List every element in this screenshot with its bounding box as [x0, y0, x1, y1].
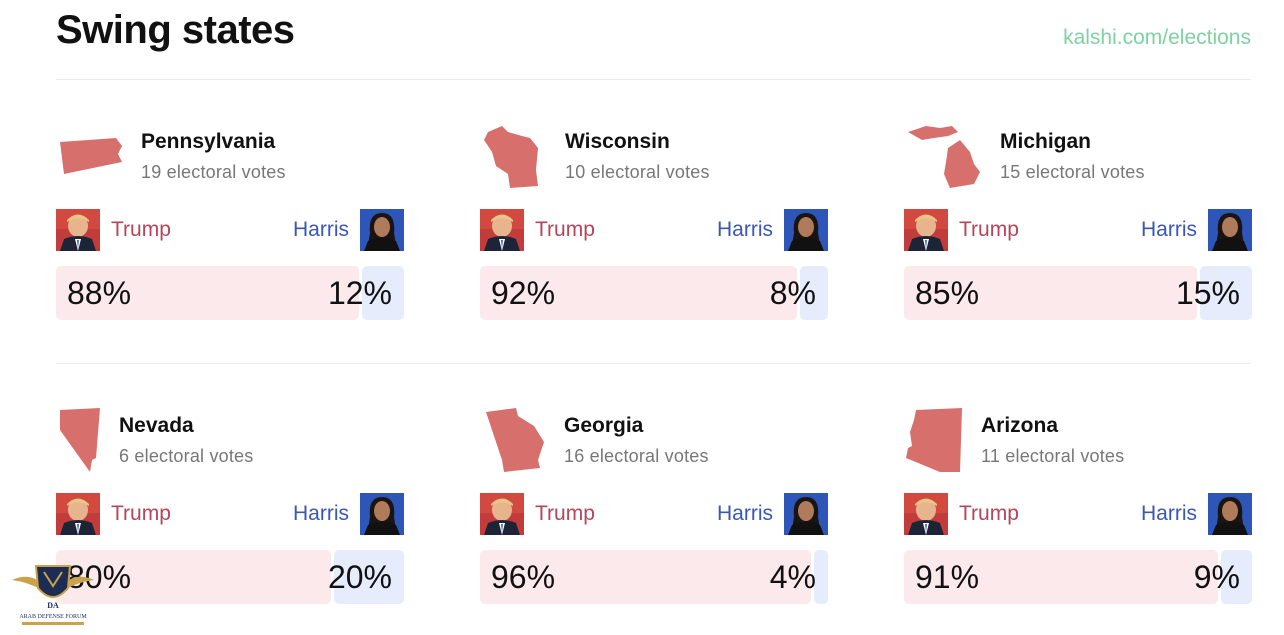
odds-bar[interactable]: 91% 9%: [904, 550, 1252, 604]
electoral-votes: 11 electoral votes: [981, 446, 1125, 466]
state-name: Michigan: [1000, 130, 1092, 153]
harris-bar-segment[interactable]: [800, 266, 828, 320]
state-name: Wisconsin: [565, 130, 670, 153]
trump-percent: 91%: [915, 559, 980, 595]
divider: [56, 79, 1251, 80]
michigan-map-icon: [904, 118, 994, 197]
kalshi-elections-link[interactable]: kalshi.com/elections: [1063, 26, 1251, 49]
state-card-michigan[interactable]: Michigan 15 electoral votes Trump Harris 85%…: [904, 118, 1252, 320]
harris-percent: 4%: [769, 559, 816, 595]
electoral-votes: 16 electoral votes: [564, 446, 709, 466]
state-name: Arizona: [981, 414, 1059, 437]
harris-avatar: [360, 209, 404, 251]
trump-label: Trump: [111, 218, 171, 241]
harris-bar-segment[interactable]: [334, 550, 404, 604]
state-name: Pennsylvania: [141, 130, 276, 153]
harris-avatar: [360, 493, 404, 535]
harris-avatar: [784, 493, 828, 535]
harris-bar-segment[interactable]: [1200, 266, 1252, 320]
trump-bar-segment[interactable]: [480, 266, 797, 320]
state-card-wisconsin[interactable]: Wisconsin 10 electoral votes Trump Harris 92…: [480, 118, 828, 320]
arizona-map-icon: [904, 402, 964, 481]
odds-bar[interactable]: 80% 20%: [56, 550, 404, 604]
trump-label: Trump: [535, 502, 595, 525]
harris-bar-segment[interactable]: [814, 550, 828, 604]
trump-avatar: [904, 209, 948, 251]
harris-percent: 20%: [327, 559, 392, 595]
watermark-text: ARAB DEFENSE FORUM: [19, 614, 87, 620]
divider: [56, 363, 1251, 364]
trump-percent: 96%: [491, 559, 556, 595]
trump-bar-segment[interactable]: [56, 266, 359, 320]
trump-avatar: [56, 209, 100, 251]
harris-percent: 8%: [769, 275, 816, 311]
electoral-votes: 10 electoral votes: [565, 162, 710, 182]
harris-label: Harris: [1141, 218, 1197, 241]
shield-eagle-logo: DA ARAB DEFENSE FORUM: [12, 565, 94, 625]
harris-bar-segment[interactable]: [1221, 550, 1252, 604]
state-card-pennsylvania[interactable]: Pennsylvania 19 electoral votes Trump Harri…: [56, 118, 404, 320]
harris-label: Harris: [717, 218, 773, 241]
electoral-votes: 15 electoral votes: [1000, 162, 1145, 182]
trump-percent: 88%: [67, 275, 132, 311]
trump-avatar: [56, 493, 100, 535]
georgia-map-icon: [480, 402, 550, 481]
trump-label: Trump: [959, 502, 1019, 525]
harris-label: Harris: [293, 502, 349, 525]
harris-percent: 9%: [1193, 559, 1240, 595]
pennsylvania-map-icon: [56, 118, 126, 183]
state-card-arizona[interactable]: Arizona 11 electoral votes Trump Harris 91% 9…: [904, 402, 1252, 604]
state-name: Nevada: [119, 414, 194, 437]
harris-avatar: [1208, 209, 1252, 251]
svg-text:DA: DA: [47, 601, 59, 610]
harris-label: Harris: [717, 502, 773, 525]
trump-bar-segment[interactable]: [904, 550, 1218, 604]
trump-avatar: [480, 493, 524, 535]
state-name: Georgia: [564, 414, 644, 437]
harris-label: Harris: [1141, 502, 1197, 525]
trump-avatar: [480, 209, 524, 251]
trump-bar-segment[interactable]: [56, 550, 331, 604]
trump-label: Trump: [959, 218, 1019, 241]
trump-label: Trump: [111, 502, 171, 525]
wisconsin-map-icon: [480, 118, 550, 197]
harris-label: Harris: [293, 218, 349, 241]
state-card-nevada[interactable]: Nevada 6 electoral votes Trump Harris 80% 20%: [56, 402, 404, 604]
trump-percent: 85%: [915, 275, 980, 311]
electoral-votes: 6 electoral votes: [119, 446, 254, 466]
page-title: Swing states: [56, 8, 295, 52]
trump-label: Trump: [535, 218, 595, 241]
trump-bar-segment[interactable]: [904, 266, 1197, 320]
harris-avatar: [1208, 493, 1252, 535]
odds-bar[interactable]: 96% 4%: [480, 550, 828, 604]
state-card-georgia[interactable]: Georgia 16 electoral votes Trump Harris 96% 4…: [480, 402, 828, 604]
odds-bar[interactable]: 85% 15%: [904, 266, 1252, 320]
nevada-map-icon: [56, 402, 106, 481]
trump-avatar: [904, 493, 948, 535]
harris-avatar: [784, 209, 828, 251]
trump-bar-segment[interactable]: [480, 550, 811, 604]
harris-bar-segment[interactable]: [362, 266, 404, 320]
watermark-badge: DA ARAB DEFENSE FORUM: [8, 562, 98, 630]
electoral-votes: 19 electoral votes: [141, 162, 286, 182]
trump-percent: 92%: [491, 275, 556, 311]
harris-percent: 12%: [327, 275, 392, 311]
odds-bar[interactable]: 88% 12%: [56, 266, 404, 320]
harris-percent: 15%: [1175, 275, 1240, 311]
odds-bar[interactable]: 92% 8%: [480, 266, 828, 320]
